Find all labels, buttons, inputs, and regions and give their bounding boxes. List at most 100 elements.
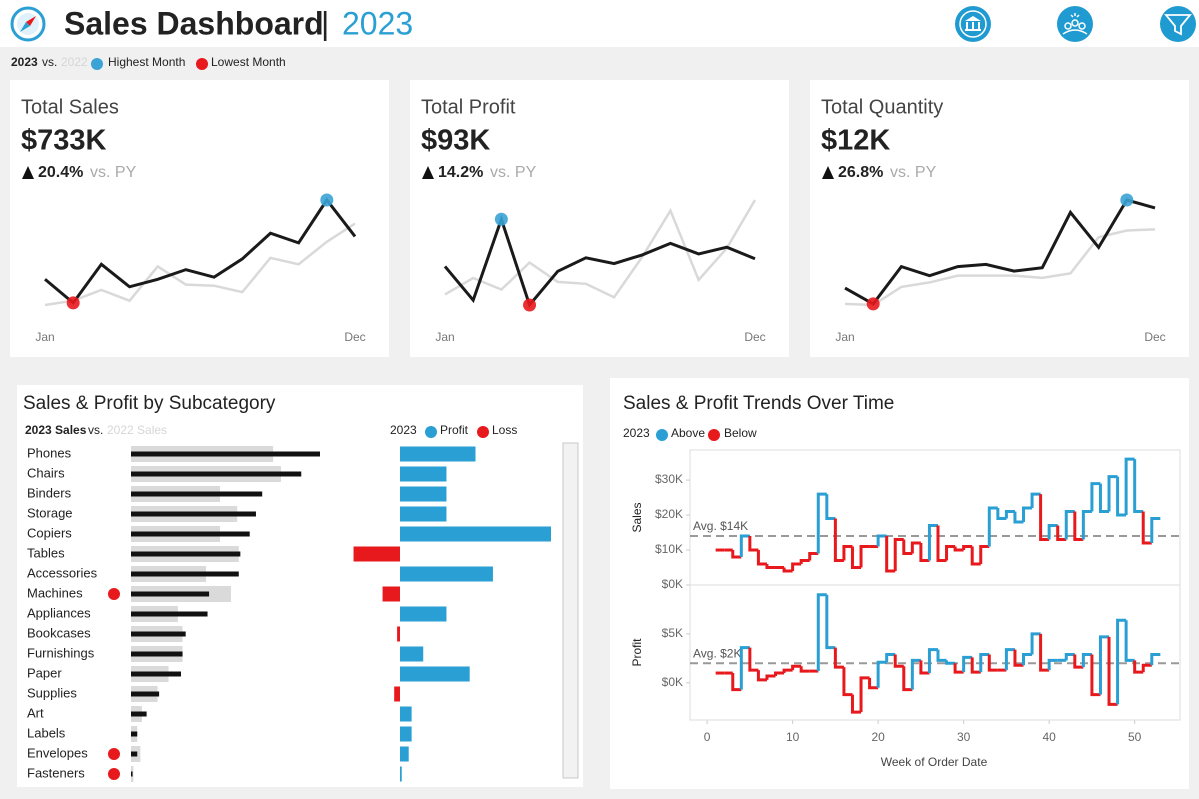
dashboard-title: Sales Dashboard — [64, 5, 324, 41]
current-sales-bar — [131, 671, 181, 677]
step-segment — [739, 534, 750, 558]
y-axis-label: Profit — [630, 638, 644, 667]
current-sales-bar — [131, 771, 133, 777]
step-segment — [748, 647, 759, 672]
current-sales-bar — [131, 611, 208, 617]
highest-month-marker — [1120, 193, 1134, 207]
step-segment — [876, 660, 887, 688]
kpi-value: $12K — [821, 125, 890, 157]
legend-loss-marker — [477, 426, 489, 438]
kpi-line — [44, 197, 357, 306]
legend-below: Below — [724, 426, 757, 440]
kpi-line — [844, 198, 1156, 306]
step-segment — [833, 647, 844, 669]
kpi-card — [10, 80, 389, 357]
step-segment — [1022, 506, 1033, 523]
step-segment — [1030, 492, 1041, 509]
subcategory-label: Envelopes — [27, 745, 88, 760]
step-segment — [739, 646, 750, 690]
step-segment — [1124, 457, 1135, 516]
kpi-change: 14.2% — [438, 164, 483, 181]
step-segment — [1073, 654, 1084, 669]
step-segment — [893, 538, 904, 572]
current-sales-bar — [131, 471, 302, 477]
current-sales-bar — [131, 691, 160, 697]
profit-bar — [382, 586, 400, 602]
step-segment — [945, 545, 956, 561]
profit-bar — [400, 446, 476, 462]
step-segment — [748, 536, 759, 552]
y-tick-label: $20K — [655, 507, 683, 521]
profit-bar — [400, 466, 447, 482]
subcategory-label: Labels — [27, 725, 66, 740]
step-segment — [936, 525, 947, 563]
step-segment — [910, 541, 921, 554]
step-segment — [774, 671, 785, 676]
step-segment — [962, 545, 973, 551]
step-segment — [919, 660, 930, 675]
kpi-line — [844, 228, 1156, 307]
profit-bar — [353, 546, 400, 562]
kpi-change: 20.4% — [38, 164, 83, 181]
kpi-card — [410, 80, 789, 357]
profit-bar — [400, 506, 447, 522]
kpi-comparison: vs. PY — [90, 164, 137, 181]
step-segment — [893, 654, 904, 668]
current-sales-bar — [131, 731, 138, 737]
step-segment — [902, 666, 913, 692]
kpi-title: Total Sales — [21, 96, 119, 118]
y-axis-label: Sales — [630, 502, 644, 532]
people-button[interactable] — [1057, 6, 1093, 42]
dashboard-year: 2023 — [342, 5, 413, 41]
step-segment — [782, 668, 793, 674]
step-segment — [970, 546, 981, 566]
step-segment — [996, 508, 1007, 521]
step-segment — [1047, 524, 1058, 540]
profit-bar — [400, 726, 412, 742]
step-segment — [833, 518, 844, 563]
subcategory-label: Bookcases — [27, 625, 91, 640]
legend-above-marker — [656, 429, 668, 441]
step-segment — [859, 676, 870, 713]
current-sales-bar — [131, 711, 147, 717]
x-tick-label: 40 — [1042, 730, 1056, 744]
current-sales-bar — [131, 511, 256, 517]
x-tick-label: Jan — [435, 330, 454, 344]
step-segment — [799, 559, 810, 565]
profit-bar — [397, 626, 400, 642]
profit-bar — [400, 746, 409, 762]
y-tick-label: $0K — [662, 675, 683, 689]
step-segment — [1133, 459, 1144, 514]
lowest-month-marker — [523, 298, 537, 312]
legend-lowest: Lowest Month — [211, 55, 286, 69]
subcategory-label: Copiers — [27, 525, 72, 540]
profit-bar — [394, 686, 400, 702]
decline-marker — [108, 588, 120, 600]
step-segment — [919, 543, 930, 563]
step-segment — [1098, 483, 1110, 514]
step-segment — [1090, 482, 1101, 512]
step-segment — [885, 652, 896, 663]
legend-highest: Highest Month — [108, 55, 185, 69]
step-segment — [808, 552, 819, 561]
y-tick-label: $0K — [662, 577, 683, 591]
step-segment — [1064, 652, 1075, 661]
step-segment — [791, 562, 802, 572]
current-sales-bar — [131, 491, 263, 497]
step-segment — [1039, 633, 1050, 672]
step-segment — [1081, 652, 1092, 668]
legend-profit: Profit — [440, 423, 469, 437]
legend-highest-marker — [91, 58, 103, 70]
y-tick-label: $30K — [655, 472, 683, 486]
step-segment — [970, 657, 981, 674]
x-tick-label: Dec — [744, 330, 765, 344]
average-label: Avg. $14K — [693, 519, 748, 533]
filter-button[interactable] — [1160, 6, 1196, 42]
highest-month-marker — [494, 212, 508, 226]
step-segment — [1056, 525, 1067, 542]
subcategory-label: Appliances — [27, 605, 91, 620]
bank-button[interactable] — [955, 6, 991, 42]
step-segment — [979, 652, 990, 673]
